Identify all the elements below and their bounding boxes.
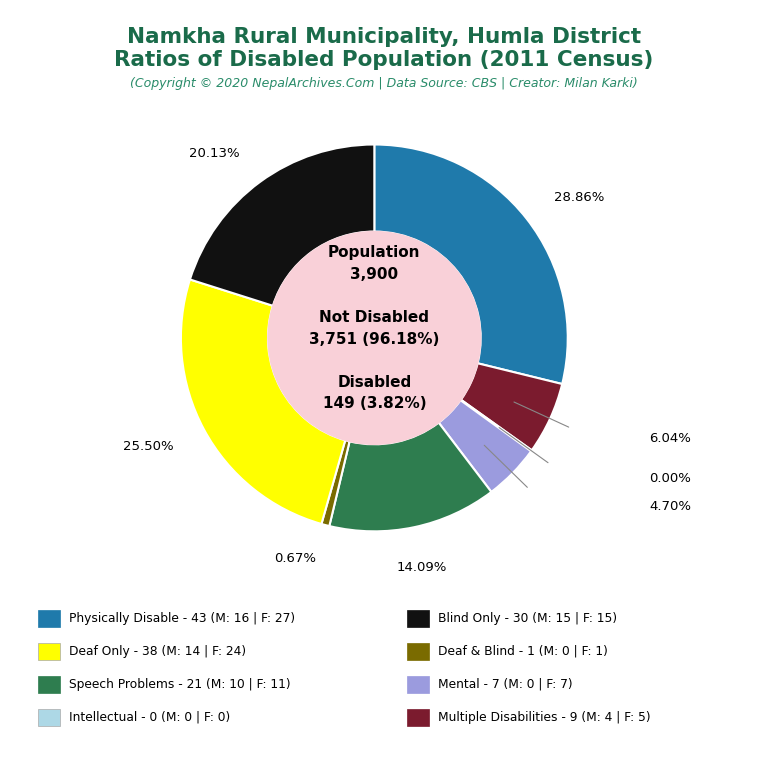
Wedge shape xyxy=(461,399,531,452)
Wedge shape xyxy=(322,440,349,526)
Text: 20.13%: 20.13% xyxy=(189,147,240,161)
Text: Deaf & Blind - 1 (M: 0 | F: 1): Deaf & Blind - 1 (M: 0 | F: 1) xyxy=(438,645,607,657)
Text: 4.70%: 4.70% xyxy=(649,500,691,513)
Text: Deaf Only - 38 (M: 14 | F: 24): Deaf Only - 38 (M: 14 | F: 24) xyxy=(69,645,247,657)
Wedge shape xyxy=(329,422,492,531)
Wedge shape xyxy=(461,363,562,450)
Wedge shape xyxy=(181,280,346,524)
Wedge shape xyxy=(374,144,568,384)
Text: Population
3,900

Not Disabled
3,751 (96.18%)

Disabled
149 (3.82%): Population 3,900 Not Disabled 3,751 (96.… xyxy=(310,245,439,412)
Text: 14.09%: 14.09% xyxy=(396,561,446,574)
Text: Intellectual - 0 (M: 0 | F: 0): Intellectual - 0 (M: 0 | F: 0) xyxy=(69,711,230,723)
Text: Blind Only - 30 (M: 15 | F: 15): Blind Only - 30 (M: 15 | F: 15) xyxy=(438,612,617,624)
Text: 0.67%: 0.67% xyxy=(274,552,316,565)
Text: Ratios of Disabled Population (2011 Census): Ratios of Disabled Population (2011 Cens… xyxy=(114,50,654,70)
Wedge shape xyxy=(190,144,374,306)
Text: Physically Disable - 43 (M: 16 | F: 27): Physically Disable - 43 (M: 16 | F: 27) xyxy=(69,612,295,624)
Text: Namkha Rural Municipality, Humla District: Namkha Rural Municipality, Humla Distric… xyxy=(127,27,641,47)
Text: Mental - 7 (M: 0 | F: 7): Mental - 7 (M: 0 | F: 7) xyxy=(438,678,572,690)
Circle shape xyxy=(268,231,481,445)
Text: 25.50%: 25.50% xyxy=(123,439,174,452)
Wedge shape xyxy=(439,400,531,492)
Text: 6.04%: 6.04% xyxy=(649,432,691,445)
Text: Multiple Disabilities - 9 (M: 4 | F: 5): Multiple Disabilities - 9 (M: 4 | F: 5) xyxy=(438,711,650,723)
Text: 28.86%: 28.86% xyxy=(554,190,604,204)
Text: Speech Problems - 21 (M: 10 | F: 11): Speech Problems - 21 (M: 10 | F: 11) xyxy=(69,678,291,690)
Text: (Copyright © 2020 NepalArchives.Com | Data Source: CBS | Creator: Milan Karki): (Copyright © 2020 NepalArchives.Com | Da… xyxy=(130,77,638,90)
Text: 0.00%: 0.00% xyxy=(649,472,691,485)
